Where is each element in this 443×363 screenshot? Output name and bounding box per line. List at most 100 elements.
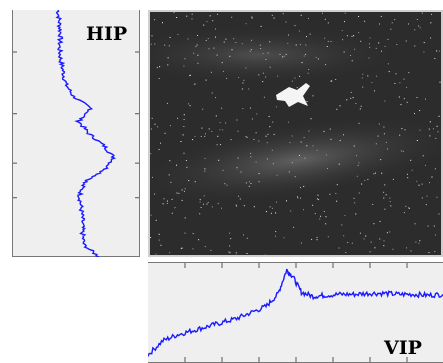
speckle [419, 110, 421, 112]
speckle [230, 139, 232, 141]
speckle [269, 41, 271, 43]
speckle [248, 88, 250, 90]
speckle [154, 19, 156, 21]
speckle [201, 127, 203, 129]
speckle [323, 211, 325, 212]
speckle [434, 168, 436, 170]
speckle [428, 128, 430, 130]
speckle [258, 140, 260, 142]
speckle [414, 223, 416, 225]
speckle [150, 128, 152, 130]
speckle [410, 159, 412, 161]
speckle [192, 139, 194, 141]
speckle [242, 82, 244, 84]
speckle [390, 28, 392, 30]
speckle [291, 162, 293, 164]
speckle [164, 132, 166, 134]
speckle [223, 41, 225, 43]
speckle [240, 171, 242, 173]
speckle [405, 40, 407, 42]
speckle [150, 153, 152, 155]
speckle [150, 237, 152, 238]
speckle [315, 57, 317, 58]
speckle [158, 239, 160, 241]
speckle [395, 73, 397, 75]
speckle [156, 67, 158, 69]
speckle [217, 203, 219, 205]
speckle [405, 205, 407, 207]
speckle [435, 234, 436, 236]
speckle [241, 88, 243, 90]
speckle [354, 48, 356, 50]
speckle [361, 183, 363, 185]
speckle [237, 157, 239, 159]
speckle [327, 40, 329, 42]
speckle [314, 213, 316, 215]
speckle [423, 42, 425, 44]
speckle [260, 25, 262, 27]
speckle [218, 159, 220, 161]
speckle [184, 217, 186, 219]
speckle [225, 38, 227, 40]
speckle [342, 39, 344, 41]
speckle [396, 44, 398, 45]
speckle [186, 166, 188, 168]
speckle [250, 49, 252, 51]
speckle [226, 184, 228, 186]
speckle [300, 187, 301, 189]
speckle [375, 47, 377, 49]
speckle [166, 203, 168, 204]
speckle [233, 38, 235, 40]
speckle [235, 204, 237, 206]
speckle [358, 192, 360, 194]
speckle [325, 64, 326, 66]
speckle [421, 183, 423, 185]
speckle [196, 44, 198, 46]
speckle [390, 205, 392, 207]
speckle [408, 72, 410, 74]
speckle [406, 101, 408, 103]
speckle [436, 125, 438, 127]
speckle [273, 17, 275, 19]
speckle [306, 36, 307, 38]
speckle [285, 21, 287, 23]
speckle [354, 202, 356, 204]
speckle [273, 133, 275, 135]
speckle [304, 157, 306, 159]
speckle [216, 144, 218, 146]
speckle [421, 12, 423, 14]
speckle [312, 204, 314, 206]
speckle [341, 30, 343, 32]
vip-trace-line [148, 268, 443, 357]
speckle [431, 176, 433, 178]
speckle [279, 53, 281, 55]
speckle [350, 97, 352, 99]
speckle [238, 77, 240, 78]
speckle [215, 36, 216, 38]
speckle [216, 54, 218, 56]
speckle [283, 237, 285, 239]
speckle [419, 240, 421, 242]
speckle [173, 12, 175, 14]
speckle [376, 75, 378, 77]
speckle [256, 113, 258, 115]
speckle [206, 21, 208, 23]
speckle [435, 137, 437, 139]
speckle [169, 252, 171, 254]
speckle [326, 154, 327, 156]
speckle [215, 97, 216, 99]
speckle [276, 174, 278, 176]
speckle [195, 46, 197, 48]
speckle [295, 44, 297, 46]
speckle [245, 136, 247, 137]
speckle [211, 92, 213, 94]
speckle [338, 247, 340, 249]
speckle [372, 203, 374, 205]
speckle [311, 238, 313, 240]
sky-image [148, 10, 443, 257]
speckle [418, 25, 420, 27]
speckle [187, 38, 189, 40]
speckle [304, 53, 306, 55]
speckle [176, 164, 177, 166]
speckle [160, 244, 162, 246]
